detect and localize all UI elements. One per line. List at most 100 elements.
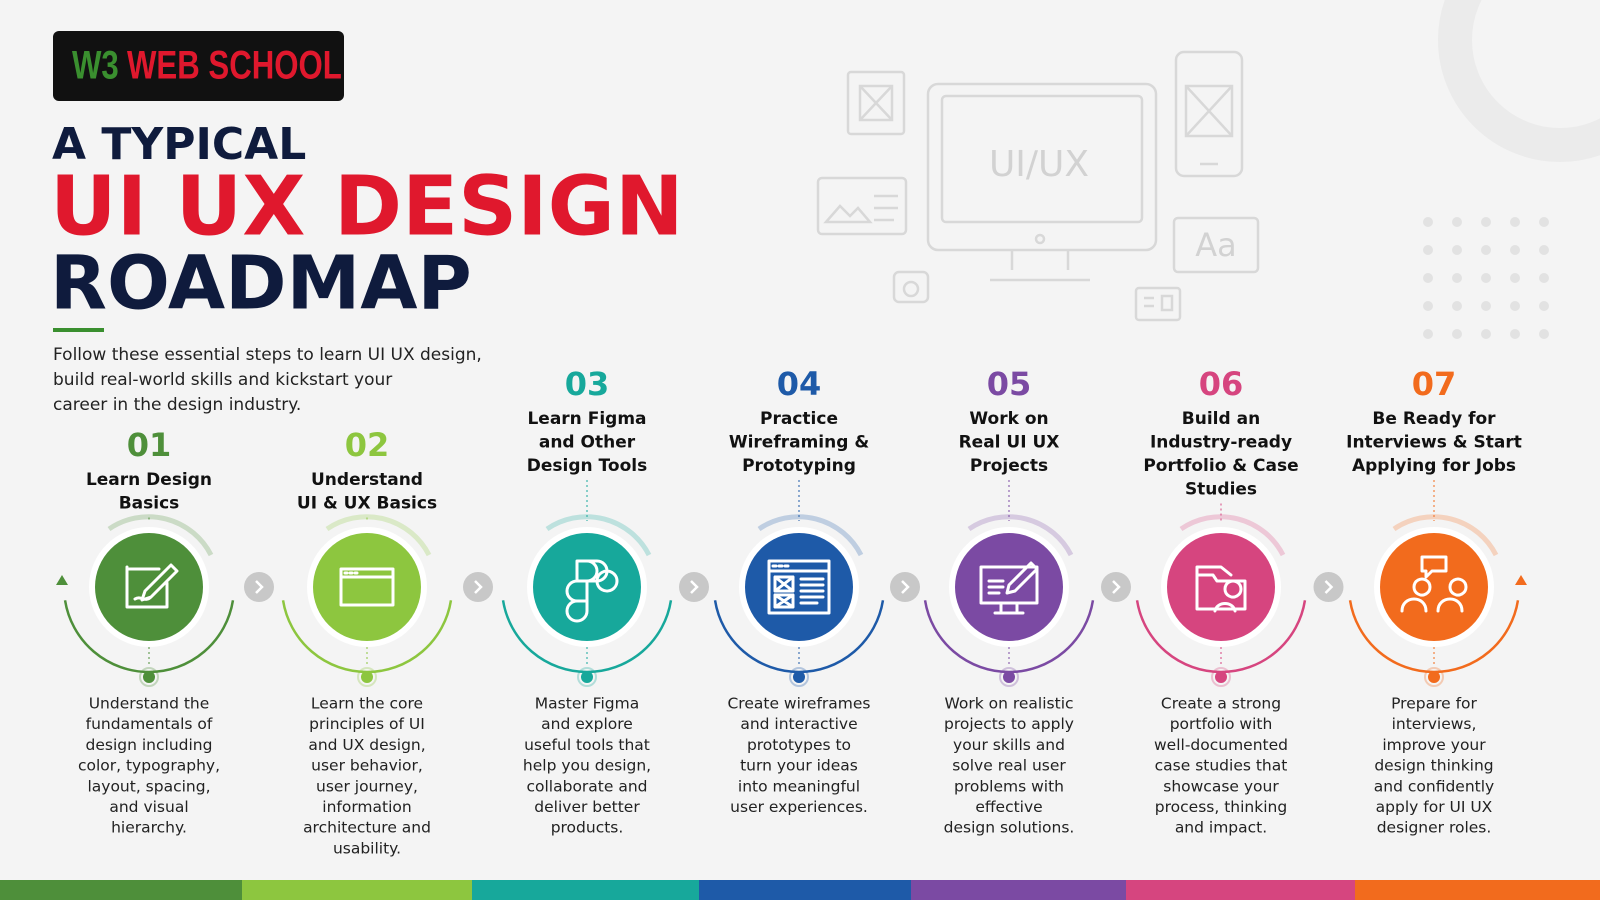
step-description: help you design, [523, 757, 651, 775]
decor-dot [1452, 301, 1462, 311]
step-description: turn your ideas [740, 757, 858, 775]
header-description-line: build real-world skills and kickstart yo… [53, 370, 392, 390]
decor-dot [1452, 245, 1462, 255]
step-dot-ring [1211, 667, 1231, 687]
step-title: UI & UX Basics [297, 494, 437, 514]
step-description: and UX design, [308, 736, 425, 754]
step-description: user journey, [316, 777, 418, 795]
step-description: layout, spacing, [87, 777, 210, 795]
step-title: Portfolio & Case [1143, 456, 1298, 476]
header-description-line: career in the design industry. [53, 395, 301, 415]
step-dot [581, 671, 593, 683]
step-arrow-chevron [690, 580, 699, 594]
logo-badge [53, 31, 344, 101]
decor-dot [1510, 273, 1520, 283]
step-dot-ring [789, 667, 809, 687]
illustration-font-sample: Aa [1195, 226, 1237, 264]
step-description: portfolio with [1170, 715, 1273, 733]
decor-ring [1438, 0, 1600, 162]
step-icon [125, 563, 179, 609]
upper-arc [967, 514, 1074, 557]
header-kicker: A TYPICAL [52, 119, 306, 170]
step-dot-ring [999, 667, 1019, 687]
step-dot [1428, 671, 1440, 683]
step-description: color, typography, [78, 757, 220, 775]
bottom-bar-segment [0, 880, 242, 900]
step-description: designer roles. [1377, 819, 1492, 837]
decor-dot [1481, 217, 1491, 227]
header-subtitle: ROADMAP [50, 241, 472, 327]
step-description: information [322, 798, 411, 816]
step-title: Build an [1182, 409, 1260, 429]
step-arrow [244, 572, 274, 602]
step-description: and confidently [1374, 777, 1494, 795]
bottom-bar-segment [1355, 880, 1600, 900]
step-circle [745, 533, 853, 641]
decor-dot [1539, 245, 1549, 255]
step-arrow-chevron [901, 580, 910, 594]
step-title: Be Ready for [1372, 409, 1496, 429]
step-description: architecture and [303, 819, 431, 837]
upper-arc [1179, 514, 1286, 557]
step-description: and visual [109, 798, 188, 816]
step-description: prototypes to [747, 736, 851, 754]
bottom-bar-segment [242, 880, 472, 900]
step-description: solve real user [952, 757, 1066, 775]
decor-dot [1452, 329, 1462, 339]
step-dot [1003, 671, 1015, 683]
step-description: hierarchy. [111, 819, 187, 837]
upper-arc [1392, 514, 1499, 557]
step-arrow [1101, 572, 1131, 602]
step-arrow-chevron [255, 580, 264, 594]
bottom-bar-segment [699, 880, 911, 900]
step-description: deliver better [534, 798, 640, 816]
step-icon [767, 559, 831, 615]
step-number: 03 [565, 365, 610, 403]
decor-dot [1423, 273, 1433, 283]
step-description: fundamentals of [86, 715, 213, 733]
step-arrow-chevron [1324, 580, 1334, 594]
step-title: Projects [970, 456, 1048, 476]
step-number: 02 [345, 426, 390, 464]
step-title: Basics [119, 494, 180, 514]
step-number: 01 [127, 426, 172, 464]
step-arrow-chevron [474, 580, 483, 594]
step-dot-ring [1424, 667, 1444, 687]
step-title: Wireframing & [729, 433, 869, 453]
step-dot [143, 671, 155, 683]
step-description: effective [975, 798, 1042, 816]
step-description: Create wireframes [727, 695, 870, 713]
step-dot [1215, 671, 1227, 683]
step-arrow-chevron [1112, 580, 1121, 594]
decor-dot [1423, 329, 1433, 339]
upper-arc [325, 514, 432, 557]
step-icon [1195, 565, 1247, 613]
decor-dot [1481, 301, 1491, 311]
bottom-bar-segment [1126, 880, 1355, 900]
step-circle [313, 533, 421, 641]
decor-dot [1452, 273, 1462, 283]
step-arrow [1313, 572, 1344, 602]
step-title: Learn Design [86, 470, 212, 490]
decor-dot [1539, 329, 1549, 339]
illustration [816, 50, 1260, 322]
step-description: into meaningful [738, 777, 860, 795]
step-description: principles of UI [309, 715, 425, 733]
step-description: design including [86, 736, 213, 754]
decor-dot [1510, 245, 1520, 255]
step-description: and explore [541, 715, 633, 733]
step-number: 05 [987, 365, 1032, 403]
step-title: Work on [969, 409, 1048, 429]
step-description: interviews, [1392, 715, 1477, 733]
step-description: user experiences. [730, 798, 868, 816]
decor-dot [1510, 217, 1520, 227]
step-icon [1400, 555, 1468, 613]
step-arrow [463, 572, 493, 602]
upper-arc [107, 514, 214, 557]
step-description: projects to apply [944, 715, 1074, 733]
step-title: Prototyping [742, 456, 856, 476]
step-description: Prepare for [1391, 695, 1477, 713]
